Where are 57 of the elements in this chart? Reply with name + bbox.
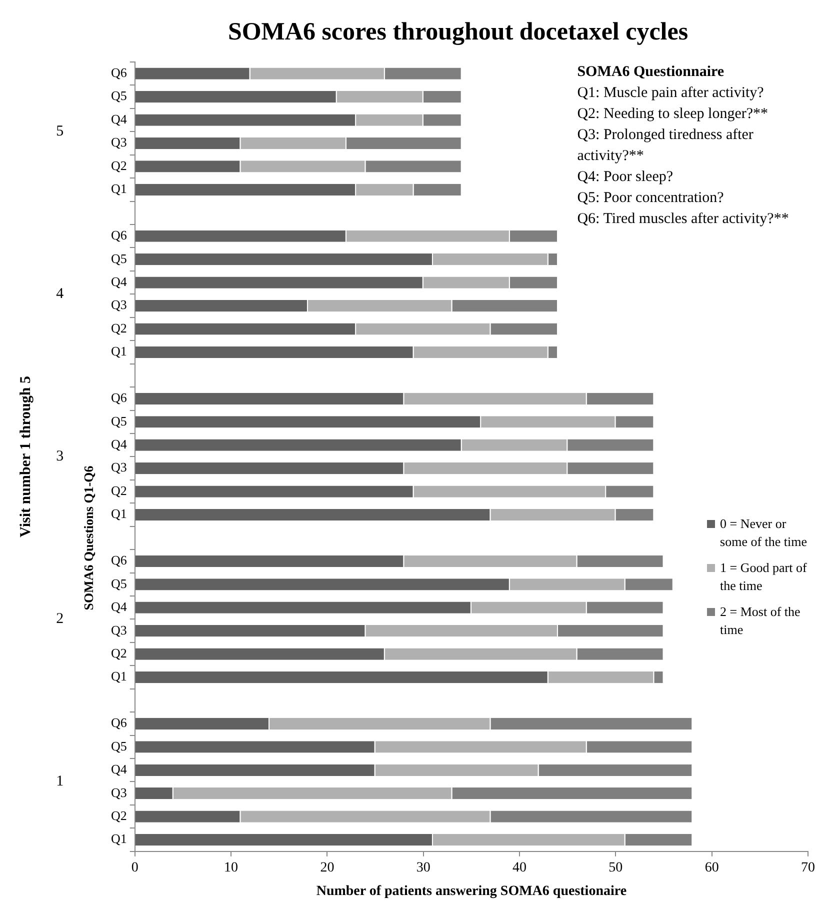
y-tick-label: Q5 bbox=[111, 88, 127, 104]
x-tick-label: 40 bbox=[512, 860, 527, 876]
annotation: Q6: Tired muscles after activity?** bbox=[577, 210, 790, 229]
y-tick-label: Q2 bbox=[111, 482, 127, 498]
y-tick-label: Q2 bbox=[111, 158, 127, 173]
text: Visit number 1 through 5 bbox=[18, 376, 34, 538]
y-tick-label: Q3 bbox=[111, 784, 127, 800]
x-tick-label: 0 bbox=[131, 860, 138, 876]
y-tick-label: Q5 bbox=[111, 576, 127, 591]
y-tick-label: Q1 bbox=[111, 181, 127, 196]
text: 2 bbox=[56, 611, 64, 628]
x-tick-label: 10 bbox=[224, 860, 238, 876]
y-tick-label: Q5 bbox=[111, 738, 127, 754]
y-tick-label: Q5 bbox=[111, 250, 127, 266]
text: 5 bbox=[56, 124, 64, 140]
annotation: Q1: Muscle pain after activity? bbox=[577, 84, 765, 103]
y-tick-label: Q2 bbox=[111, 645, 127, 660]
x-tick-label: 50 bbox=[608, 860, 623, 876]
text: 1 bbox=[56, 774, 64, 790]
legend-label: 0 = Never or some of the time bbox=[720, 514, 808, 551]
y-tick-label: Q3 bbox=[111, 460, 127, 475]
text: 4 bbox=[56, 286, 64, 302]
annotation: Q4: Poor sleep? bbox=[577, 168, 674, 187]
y-tick-label: Q4 bbox=[111, 436, 128, 452]
y-tick-label: Q2 bbox=[111, 320, 127, 336]
legend-label: 2 = Most of the time bbox=[720, 602, 802, 639]
x-tick-label: 70 bbox=[801, 860, 815, 876]
y-tick-label: Q4 bbox=[111, 111, 128, 126]
y-tick-label: Q2 bbox=[111, 808, 127, 823]
y-tick-label: Q1 bbox=[111, 831, 127, 846]
y-tick-label: Q6 bbox=[111, 552, 128, 568]
x-tick-label: 20 bbox=[320, 860, 334, 876]
y-tick-label: Q6 bbox=[111, 228, 128, 243]
annotation: Q3: Prolonged tiredness after activity?** bbox=[577, 126, 754, 166]
y-tick-label: Q6 bbox=[111, 715, 128, 730]
y-tick-label: Q1 bbox=[111, 344, 127, 359]
y-tick-label: Q4 bbox=[111, 274, 128, 289]
y-tick-label: Q5 bbox=[111, 413, 127, 428]
y-tick-label: Q1 bbox=[111, 668, 127, 684]
y-tick-label: Q4 bbox=[111, 599, 128, 614]
text: 3 bbox=[56, 448, 64, 465]
y-tick-label: Q3 bbox=[111, 622, 127, 638]
annotation: SOMA6 Questionnaire bbox=[577, 63, 726, 82]
annotation: Q2: Needing to sleep longer?** bbox=[577, 105, 769, 124]
x-axis-title: Number of patients answering SOMA6 questionaire bbox=[316, 884, 627, 900]
legend-label: 1 = Good part of the time bbox=[720, 558, 808, 595]
y-tick-label: Q3 bbox=[111, 134, 127, 150]
y-tick-label: Q1 bbox=[111, 506, 127, 522]
y-tick-label: Q6 bbox=[111, 390, 128, 406]
chart-title: SOMA6 scores throughout docetaxel cycles bbox=[228, 18, 688, 46]
y-axis-title: SOMA6 Questions Q1-Q6 bbox=[81, 465, 96, 610]
annotation: Q5: Poor concentration? bbox=[577, 189, 725, 208]
y-tick-label: Q6 bbox=[111, 65, 128, 80]
y-tick-label: Q4 bbox=[111, 762, 128, 777]
x-tick-label: 60 bbox=[704, 860, 719, 876]
x-tick-label: 30 bbox=[416, 860, 430, 876]
y-tick-label: Q3 bbox=[111, 297, 127, 312]
